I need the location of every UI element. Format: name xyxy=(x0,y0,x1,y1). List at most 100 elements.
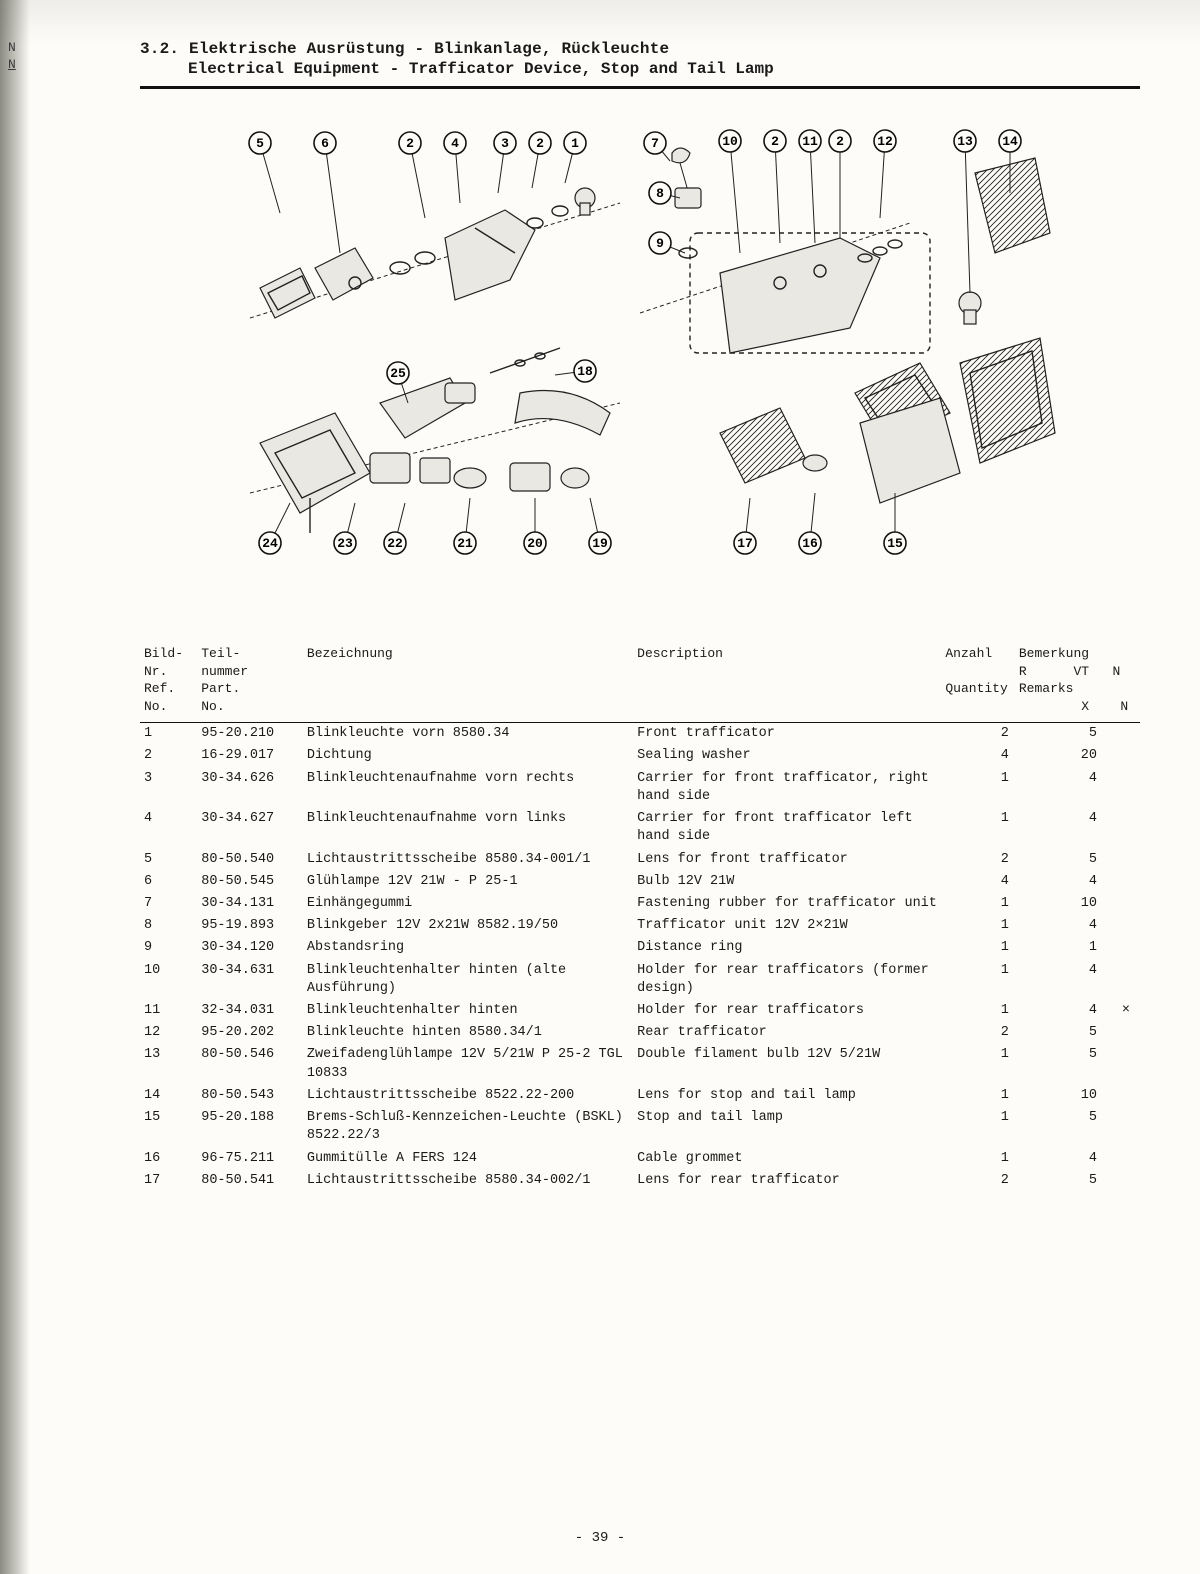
cell-desc: Lens for front trafficator xyxy=(633,849,941,871)
cell-partno: 30-34.131 xyxy=(197,893,303,915)
cell-desc: Bulb 12V 21W xyxy=(633,871,941,893)
part-carrier xyxy=(445,210,535,300)
table-row: 195-20.210Blinkleuchte vorn 8580.34Front… xyxy=(140,723,1140,746)
callout: 7 xyxy=(644,132,670,161)
cell-refno: 2 xyxy=(140,745,197,767)
callout: 10 xyxy=(719,130,741,253)
cell-bez: Lichtaustrittsscheibe 8522.22-200 xyxy=(303,1085,633,1107)
table-row: 1295-20.202Blinkleuchte hinten 8580.34/1… xyxy=(140,1022,1140,1044)
cell-remark-vt: 20 xyxy=(1063,745,1107,767)
callout: 12 xyxy=(874,130,896,218)
table-head: Bild- Nr. Ref. No. Teil- nummer Part. No… xyxy=(140,643,1140,723)
cell-bez: Einhängegummi xyxy=(303,893,633,915)
svg-text:4: 4 xyxy=(451,136,459,151)
cell-partno: 95-19.893 xyxy=(197,915,303,937)
part-front-housing xyxy=(315,248,373,300)
cell-desc: Holder for rear trafficators xyxy=(633,1000,941,1022)
lbl: Bild- xyxy=(144,646,183,661)
table-row: 1480-50.543Lichtaustrittsscheibe 8522.22… xyxy=(140,1085,1140,1107)
cell-qty: 2 xyxy=(941,1170,1019,1192)
heading-rule xyxy=(140,86,1140,89)
cell-remark-n xyxy=(1107,937,1140,959)
cell-desc: Rear trafficator xyxy=(633,1022,941,1044)
top-shadow xyxy=(0,0,1200,45)
cell-bez: Glühlampe 12V 21W - P 25-1 xyxy=(303,871,633,893)
cell-bez: Blinkleuchtenaufnahme vorn rechts xyxy=(303,768,633,808)
cell-refno: 6 xyxy=(140,871,197,893)
table-row: 1696-75.211Gummitülle A FERS 124Cable gr… xyxy=(140,1148,1140,1170)
cell-desc: Sealing washer xyxy=(633,745,941,767)
callout: 2 xyxy=(764,130,786,243)
svg-text:2: 2 xyxy=(836,134,844,149)
callout: 2 xyxy=(529,132,551,188)
table-row: 330-34.626Blinkleuchtenaufnahme vorn rec… xyxy=(140,768,1140,808)
cell-refno: 10 xyxy=(140,960,197,1000)
part-tail-lamp-lens xyxy=(975,158,1050,253)
cell-qty: 1 xyxy=(941,960,1019,1000)
part-washer xyxy=(527,218,543,228)
table-row: 930-34.120AbstandsringDistance ring11 xyxy=(140,937,1140,959)
cell-qty: 2 xyxy=(941,723,1019,746)
cell-remark-n xyxy=(1107,849,1140,871)
callout: 13 xyxy=(954,130,976,293)
svg-text:16: 16 xyxy=(802,536,818,551)
cell-remark-r xyxy=(1019,723,1063,746)
cell-desc: Trafficator unit 12V 2×21W xyxy=(633,915,941,937)
cell-qty: 1 xyxy=(941,893,1019,915)
svg-text:1: 1 xyxy=(571,136,579,151)
cell-partno: 95-20.210 xyxy=(197,723,303,746)
cell-remark-n xyxy=(1107,723,1140,746)
cell-remark-vt: 4 xyxy=(1063,808,1107,848)
cell-qty: 1 xyxy=(941,1044,1019,1084)
cell-remark-vt: 4 xyxy=(1063,768,1107,808)
lbl: Nr. xyxy=(144,664,167,679)
cell-remark-n xyxy=(1107,745,1140,767)
cell-qty: 2 xyxy=(941,849,1019,871)
cell-partno: 80-50.543 xyxy=(197,1085,303,1107)
col-bild: Bild- Nr. Ref. No. xyxy=(140,643,197,719)
cell-refno: 14 xyxy=(140,1085,197,1107)
callout: 20 xyxy=(524,498,546,554)
cell-bez: Brems-Schluß-Kennzeichen-Leuchte (BSKL) … xyxy=(303,1107,633,1147)
col-qty: Anzahl Quantity xyxy=(941,643,1019,719)
part-bulb-double xyxy=(959,292,981,324)
cell-desc: Carrier for front trafficator left hand … xyxy=(633,808,941,848)
lbl: N xyxy=(1120,699,1128,714)
cell-remark-vt: 4 xyxy=(1063,960,1107,1000)
svg-text:2: 2 xyxy=(771,134,779,149)
col-part: Teil- nummer Part. No. xyxy=(197,643,303,719)
cell-remark-n xyxy=(1107,1148,1140,1170)
cell-remark-r xyxy=(1019,937,1063,959)
cell-remark-vt: 10 xyxy=(1063,893,1107,915)
callout: 17 xyxy=(734,498,756,554)
part-handle xyxy=(515,391,610,436)
svg-text:19: 19 xyxy=(592,536,608,551)
part-distance-ring xyxy=(679,248,697,258)
part-lever xyxy=(380,378,475,438)
cell-partno: 95-20.188 xyxy=(197,1107,303,1147)
cell-remark-vt: 4 xyxy=(1063,1148,1107,1170)
part-small xyxy=(888,240,902,248)
margin-mark: N xyxy=(8,57,16,74)
svg-text:11: 11 xyxy=(802,134,818,149)
svg-text:22: 22 xyxy=(387,536,403,551)
lbl: R xyxy=(1019,664,1027,679)
margin-mark: N xyxy=(8,40,16,57)
parts-table: Bild- Nr. Ref. No. Teil- nummer Part. No… xyxy=(140,643,1140,1192)
col-remarks: Bemerkung R VT N Remarks X N xyxy=(1019,643,1140,719)
svg-text:5: 5 xyxy=(256,136,264,151)
cell-bez: Lichtaustrittsscheibe 8580.34-001/1 xyxy=(303,849,633,871)
cell-remark-vt: 5 xyxy=(1063,1022,1107,1044)
table-row: 216-29.017DichtungSealing washer420 xyxy=(140,745,1140,767)
cell-bez: Blinkleuchtenhalter hinten (alte Ausführ… xyxy=(303,960,633,1000)
cell-refno: 9 xyxy=(140,937,197,959)
cell-desc: Carrier for front trafficator, right han… xyxy=(633,768,941,808)
table-row: 1780-50.541Lichtaustrittsscheibe 8580.34… xyxy=(140,1170,1140,1192)
binding-shadow xyxy=(0,0,30,1574)
cell-refno: 17 xyxy=(140,1170,197,1192)
cell-remark-r xyxy=(1019,745,1063,767)
cell-remark-r xyxy=(1019,1044,1063,1084)
cell-remark-r xyxy=(1019,1148,1063,1170)
table-row: 1595-20.188Brems-Schluß-Kennzeichen-Leuc… xyxy=(140,1107,1140,1147)
cell-remark-n xyxy=(1107,1107,1140,1147)
